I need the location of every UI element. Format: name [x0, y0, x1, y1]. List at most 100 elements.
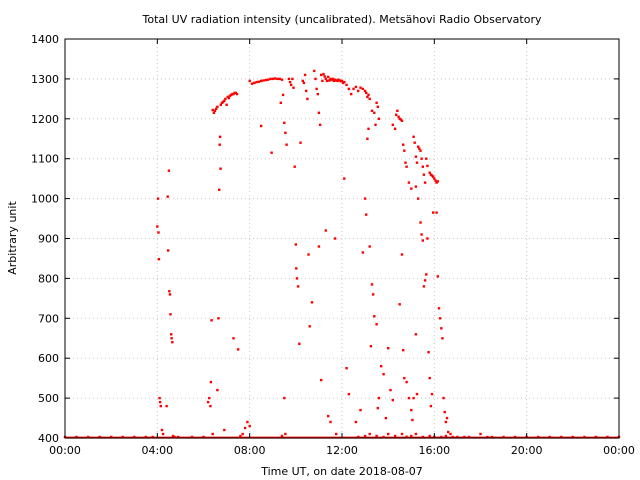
data-point — [402, 349, 405, 352]
data-point — [415, 392, 419, 396]
data-point — [370, 283, 374, 286]
data-point — [361, 251, 364, 254]
data-point — [436, 275, 439, 278]
grid-lines — [65, 39, 619, 438]
data-point — [354, 85, 358, 89]
data-point — [335, 432, 338, 436]
data-point — [260, 124, 263, 128]
data-point — [279, 101, 282, 104]
data-point — [435, 211, 438, 214]
data-point — [583, 435, 586, 439]
data-point — [420, 157, 423, 160]
data-point — [293, 165, 296, 168]
data-point — [288, 80, 292, 84]
data-point — [403, 376, 406, 380]
data-point — [419, 149, 422, 152]
data-point — [209, 380, 213, 384]
data-point — [328, 79, 331, 82]
data-point — [410, 434, 413, 438]
data-point — [373, 315, 376, 318]
data-point — [325, 79, 329, 83]
data-point — [324, 77, 327, 81]
data-point — [322, 72, 325, 76]
x-tick-label: 12:00 — [326, 444, 358, 457]
data-point — [345, 83, 348, 87]
data-point — [212, 111, 216, 114]
data-point — [166, 195, 169, 198]
data-point — [441, 337, 444, 340]
data-point — [490, 435, 494, 439]
data-point — [236, 348, 240, 351]
data-point — [156, 225, 159, 228]
data-point — [158, 400, 162, 404]
data-point — [133, 435, 136, 439]
data-point — [327, 414, 330, 418]
data-point — [365, 91, 368, 95]
data-point — [359, 408, 362, 412]
data-point — [239, 434, 242, 438]
data-point — [404, 161, 407, 164]
data-point — [437, 307, 441, 310]
data-point — [315, 87, 318, 91]
data-point — [262, 79, 265, 82]
data-point — [357, 435, 360, 439]
data-point — [317, 111, 321, 114]
data-point — [396, 109, 399, 112]
data-point — [232, 337, 235, 340]
data-point — [157, 258, 161, 261]
y-tick-label: 400 — [38, 432, 59, 445]
data-point — [284, 432, 287, 436]
data-point — [202, 435, 205, 439]
data-point — [345, 367, 348, 370]
data-point — [215, 107, 218, 110]
data-point — [363, 197, 367, 200]
data-point — [255, 80, 258, 84]
data-point — [410, 408, 413, 412]
y-tick-label: 1400 — [31, 33, 59, 46]
data-point — [537, 435, 540, 439]
data-point — [428, 376, 431, 380]
data-point — [257, 80, 261, 83]
data-point — [305, 89, 308, 93]
data-point — [278, 77, 281, 81]
data-point — [415, 161, 419, 164]
data-point — [412, 396, 415, 400]
data-point — [246, 420, 249, 424]
data-point — [333, 237, 337, 240]
data-point — [377, 117, 381, 120]
data-point — [463, 435, 466, 439]
data-point — [270, 151, 273, 154]
data-point — [417, 197, 420, 200]
data-point — [435, 181, 438, 184]
data-point — [307, 253, 310, 256]
data-point — [343, 80, 346, 84]
data-point — [210, 319, 213, 322]
data-point — [374, 123, 377, 126]
data-point — [412, 135, 415, 138]
data-point — [391, 123, 394, 126]
data-point — [366, 95, 369, 99]
y-tick-label: 900 — [38, 233, 59, 246]
data-point — [218, 135, 222, 138]
data-point — [444, 420, 448, 424]
data-point — [316, 92, 319, 96]
data-point — [168, 290, 171, 293]
data-point — [421, 435, 424, 439]
data-point — [317, 245, 321, 248]
data-point — [217, 317, 220, 320]
data-point — [417, 145, 420, 148]
data-point — [151, 435, 154, 439]
x-tick-label: 08:00 — [234, 444, 266, 457]
data-point — [290, 83, 293, 87]
data-point — [426, 237, 429, 240]
data-point — [283, 121, 286, 124]
data-point — [456, 435, 459, 439]
data-point — [375, 101, 378, 104]
data-point — [283, 396, 286, 400]
data-point — [359, 86, 362, 89]
data-point — [380, 365, 383, 368]
data-point — [320, 378, 323, 382]
data-point — [447, 430, 450, 434]
data-point — [329, 420, 332, 424]
data-points — [63, 69, 621, 439]
